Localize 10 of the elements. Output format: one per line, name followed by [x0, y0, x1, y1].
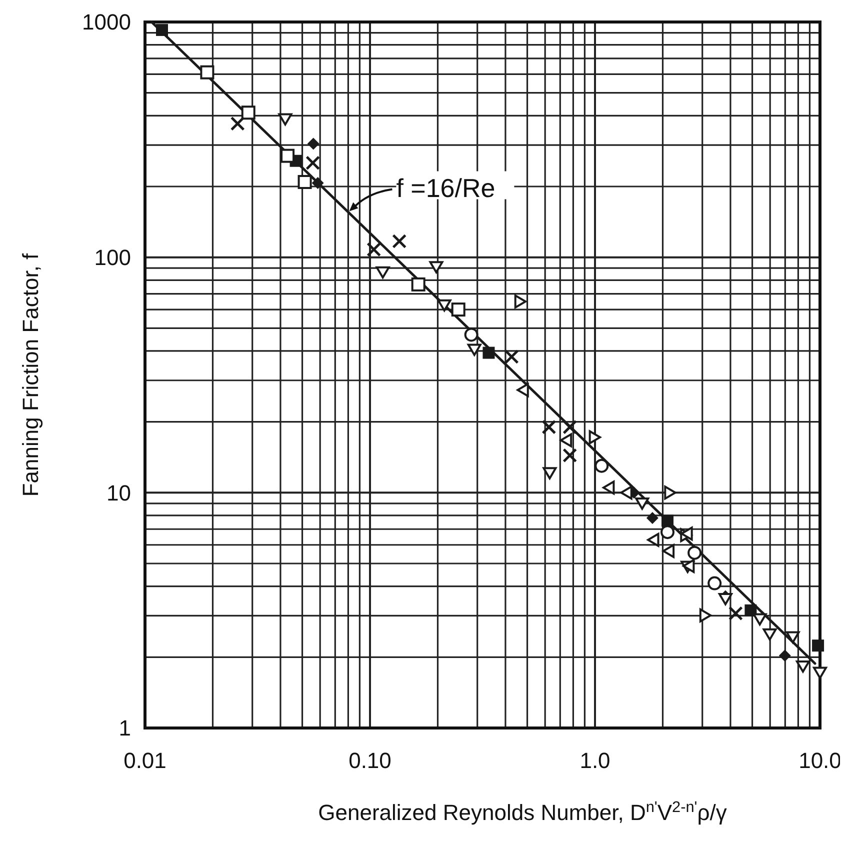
y-axis-title: Fanning Friction Factor, f — [18, 252, 43, 497]
y-tick-label: 1000 — [82, 10, 131, 35]
annotation: f =16/Re — [396, 173, 496, 204]
x-tick-label: 0.01 — [124, 748, 166, 773]
y-tick-label: 1 — [118, 716, 131, 741]
x-tick-label: 0.10 — [348, 748, 392, 773]
y-tick-label: 10 — [106, 480, 131, 506]
y-tick-label: 100 — [94, 245, 131, 270]
x-tick-label: 1.0 — [580, 748, 610, 773]
x-axis-title: Generalized Reynolds Number, D$^{n'}$V$^{2-n'}$ρ/γ — [318, 798, 727, 825]
